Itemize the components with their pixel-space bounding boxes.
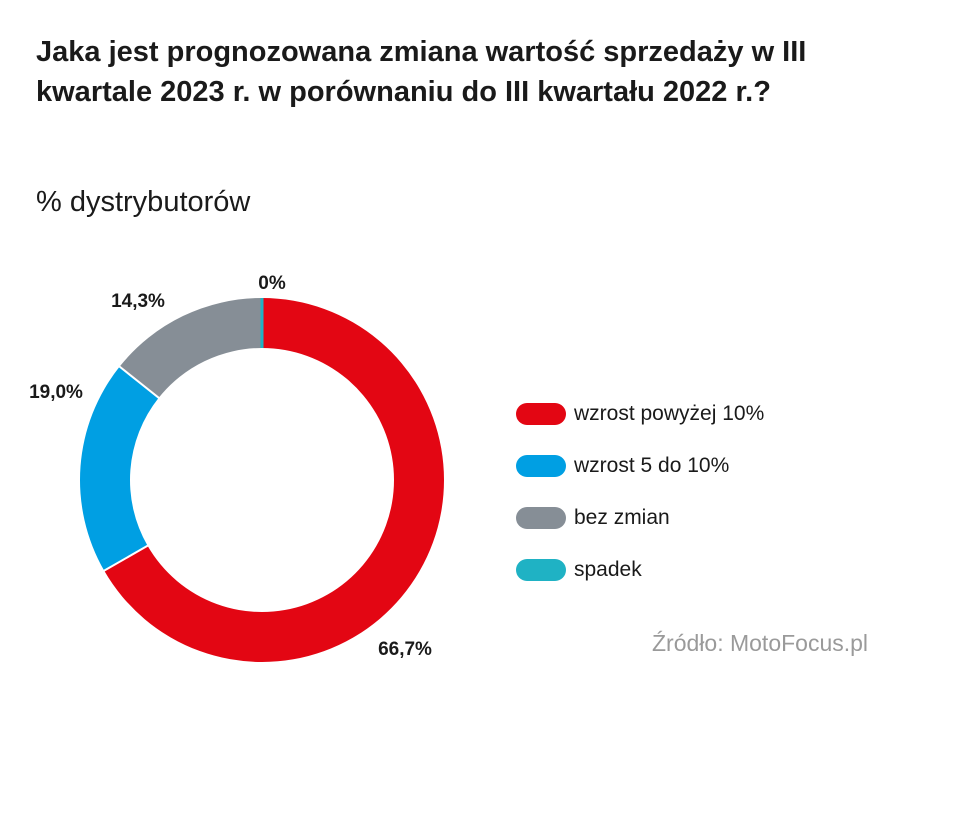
legend-item-wzrost-powyzej-10: wzrost powyżej 10%	[516, 388, 764, 440]
donut-slice	[104, 298, 445, 662]
slice-separator	[102, 544, 149, 573]
legend-item-bez-zmian: bez zmian	[516, 492, 764, 544]
legend-item-wzrost-5-do-10: wzrost 5 do 10%	[516, 440, 764, 492]
source-note: Źródło: MotoFocus.pl	[652, 630, 869, 656]
slice-separator	[118, 365, 161, 400]
legend-label: spadek	[574, 558, 642, 581]
chart-subtitle: % dystrybutorów	[36, 186, 251, 218]
data-label: 0%	[258, 273, 286, 294]
legend-swatch	[516, 455, 566, 477]
legend-label: wzrost 5 do 10%	[574, 454, 730, 477]
data-label: 66,7%	[378, 639, 432, 660]
data-label: 14,3%	[111, 291, 165, 312]
donut-slice	[119, 298, 262, 398]
legend-swatch	[516, 507, 566, 529]
legend-label: wzrost powyżej 10%	[574, 402, 765, 425]
legend-swatch	[516, 559, 566, 581]
chart-title: Jaka jest prognozowana zmiana wartość sp…	[36, 36, 807, 108]
legend-label: bez zmian	[574, 506, 670, 529]
data-label: 19,0%	[29, 382, 83, 403]
legend-item-spadek: spadek	[516, 544, 764, 596]
chart-legend: wzrost powyżej 10% wzrost 5 do 10% bez z…	[516, 388, 764, 596]
legend-swatch	[516, 403, 566, 425]
donut-slice	[80, 366, 159, 571]
